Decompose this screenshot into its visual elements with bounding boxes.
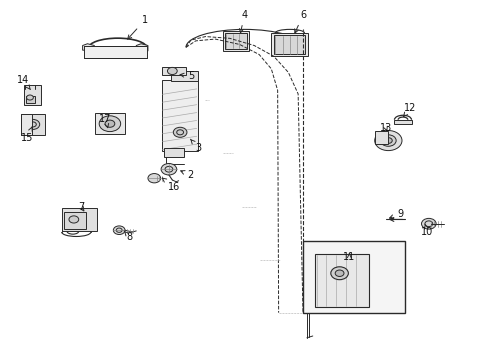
Circle shape: [330, 267, 347, 280]
Text: 1: 1: [127, 15, 147, 39]
Bar: [161, 67, 185, 75]
Bar: [25, 96, 35, 103]
Text: 7: 7: [78, 202, 84, 212]
Text: 15: 15: [21, 127, 34, 143]
Bar: [163, 148, 183, 157]
Circle shape: [374, 131, 401, 150]
Bar: [171, 71, 198, 81]
Bar: [21, 114, 32, 135]
Text: 10: 10: [420, 224, 432, 237]
Text: 11: 11: [343, 252, 355, 262]
Bar: [161, 80, 198, 151]
Circle shape: [26, 120, 40, 130]
Circle shape: [421, 219, 435, 229]
Bar: [24, 85, 41, 105]
Text: 12: 12: [403, 103, 416, 117]
Circle shape: [105, 120, 115, 127]
Polygon shape: [136, 44, 148, 53]
Circle shape: [161, 163, 176, 175]
Bar: [21, 114, 44, 135]
Circle shape: [148, 174, 160, 183]
Circle shape: [167, 67, 177, 75]
Text: 3: 3: [190, 139, 201, 153]
Bar: [315, 253, 368, 307]
Circle shape: [113, 226, 125, 234]
Bar: [271, 33, 307, 56]
Circle shape: [173, 127, 186, 137]
Bar: [83, 45, 147, 58]
Text: 2: 2: [181, 170, 194, 180]
Text: 9: 9: [389, 209, 403, 219]
Circle shape: [380, 135, 395, 146]
Text: 13: 13: [379, 123, 391, 133]
Circle shape: [384, 138, 391, 143]
Circle shape: [69, 216, 79, 223]
Bar: [224, 33, 246, 49]
Text: 5: 5: [180, 71, 194, 81]
Bar: [61, 208, 97, 231]
Bar: [374, 131, 387, 144]
Polygon shape: [82, 44, 94, 50]
Text: 16: 16: [162, 178, 180, 192]
Bar: [64, 212, 86, 229]
Text: 17: 17: [99, 114, 111, 128]
Text: 6: 6: [294, 10, 305, 33]
Circle shape: [334, 270, 343, 276]
Bar: [222, 31, 249, 51]
Text: 4: 4: [239, 10, 247, 33]
Bar: [273, 35, 305, 54]
Text: 14: 14: [17, 75, 30, 90]
Bar: [95, 113, 125, 134]
Bar: [303, 241, 405, 313]
Circle shape: [99, 116, 121, 132]
Circle shape: [26, 95, 33, 100]
Bar: [393, 120, 411, 125]
Text: 8: 8: [124, 231, 133, 242]
